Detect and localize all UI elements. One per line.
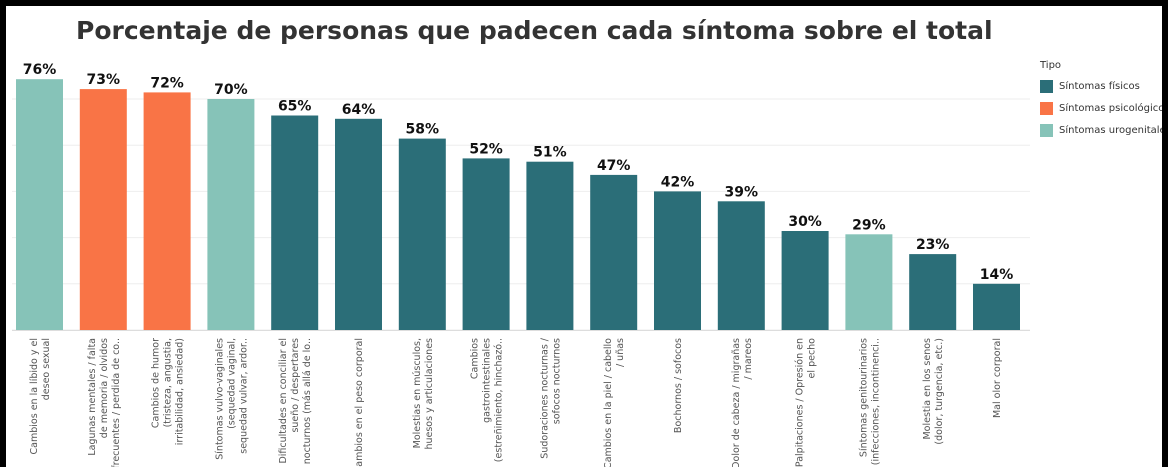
data-label: 52% xyxy=(469,141,503,157)
x-tick-label-line: (estreñimiento, hinchazó.. xyxy=(494,338,505,462)
legend-swatch-urogenitales xyxy=(1040,123,1053,137)
data-label: 23% xyxy=(916,237,950,253)
data-label: 70% xyxy=(214,82,248,98)
x-tick-label: Dolor de cabeza / migrañas/ mareos xyxy=(731,338,754,467)
x-tick-label-line: (tristeza, angustia, xyxy=(163,338,174,427)
x-tick-label-line: Lagunas mentales / falta xyxy=(87,338,98,456)
x-tick-label: Sudoraciones nocturnas /sofocos nocturno… xyxy=(539,337,562,458)
x-tick-label-line: (sequedad vaginal, xyxy=(226,338,237,429)
bar[interactable] xyxy=(973,283,1020,330)
bar[interactable] xyxy=(16,79,63,330)
x-tick-label: Palpitaciones / Opresión enel pecho xyxy=(795,338,818,467)
bar[interactable] xyxy=(79,89,127,330)
bar-chart: 76% 73% 72% 70% 65% 64% 58% 52% 51% 47% 42% 39% 30% 2… xyxy=(12,62,1030,467)
data-label: 64% xyxy=(342,102,376,118)
x-tick-label: Mal olor corporal xyxy=(992,338,1003,418)
x-tick-label: Molestia en los senos(dolor, turgencia, … xyxy=(922,338,945,445)
x-tick-label-line: Síntomas vulvo-vaginales xyxy=(214,338,225,460)
x-tick-label-line: Mal olor corporal xyxy=(992,338,1003,418)
data-labels: 76% 73% 72% 70% 65% 64% 58% 52% 51% 47% 42% 39% 30% 2… xyxy=(23,62,1014,283)
x-tick-labels: Cambios en la líbido y eldeseo sexual Lag… xyxy=(29,337,1003,467)
legend-label-psicologicos: Síntomas psicológicos xyxy=(1059,102,1168,114)
legend-label-fisicos: Síntomas físicos xyxy=(1059,80,1140,92)
data-label: 47% xyxy=(597,158,631,174)
legend: Tipo Síntomas físicos Síntomas psicológi… xyxy=(1040,60,1168,141)
x-tick-label-line: Cambios xyxy=(470,338,481,379)
x-tick-label-line: deseo sexual xyxy=(41,338,52,400)
bar[interactable] xyxy=(590,174,638,330)
legend-swatch-fisicos xyxy=(1040,79,1053,93)
data-label: 14% xyxy=(980,267,1014,283)
x-tick-label: Síntomas genitourinarios(infecciones, in… xyxy=(858,338,881,465)
bar[interactable] xyxy=(207,99,255,330)
bar[interactable] xyxy=(654,191,701,330)
data-label: 29% xyxy=(852,217,886,233)
x-tick-label-line: Palpitaciones / Opresión en xyxy=(795,338,806,467)
data-label: 73% xyxy=(87,72,121,88)
legend-item-urogenitales[interactable]: Síntomas urogenitales xyxy=(1040,119,1168,141)
legend-label-urogenitales: Síntomas urogenitales xyxy=(1059,124,1168,136)
bar[interactable] xyxy=(526,161,574,330)
x-tick-label-line: sueño / despertares xyxy=(290,338,301,433)
x-tick-label-line: / mareos xyxy=(743,338,754,380)
x-tick-label-line: gastrointestinales xyxy=(482,338,493,423)
bar[interactable] xyxy=(781,231,829,330)
x-tick-label: Síntomas vulvo-vaginales(sequedad vagina… xyxy=(214,338,249,460)
x-tick-label-line: frecuentes / perdida de co.. xyxy=(111,338,122,467)
x-tick-label: Cambios en el peso corporal xyxy=(354,338,365,467)
x-tick-label-line: Dificultades en conciliar el xyxy=(278,338,289,464)
bar[interactable] xyxy=(909,254,957,330)
bar[interactable] xyxy=(845,234,893,330)
legend-swatch-psicologicos xyxy=(1040,101,1053,115)
legend-title: Tipo xyxy=(1040,60,1062,71)
data-label: 39% xyxy=(725,184,759,200)
x-tick-label-line: Cambios en el peso corporal xyxy=(354,338,365,467)
x-tick-label: Cambios en la líbido y eldeseo sexual xyxy=(29,338,52,454)
x-tick-label: Lagunas mentales / faltade memoria / olv… xyxy=(87,338,122,467)
x-tick-label-line: Cambios de humor xyxy=(151,338,162,428)
x-tick-label-line: / uñas xyxy=(615,338,626,367)
data-label: 72% xyxy=(150,75,184,91)
x-tick-label: Molestias en músculos,huesos y articulac… xyxy=(412,338,435,450)
x-tick-label: Dificultades en conciliar elsueño / desp… xyxy=(278,338,313,464)
x-tick-label: Cambios de humor(tristeza, angustia,irri… xyxy=(151,338,186,445)
x-tick-label: Bochornos / sofocos xyxy=(673,338,684,433)
x-tick-label-line: Cambios en la piel / cabello xyxy=(603,338,614,467)
x-tick-label-line: Molestias en músculos, xyxy=(412,338,423,448)
x-tick-label-line: Sudoraciones nocturnas / xyxy=(539,337,550,458)
x-tick-label-line: Bochornos / sofocos xyxy=(673,338,684,433)
data-label: 76% xyxy=(23,62,57,78)
x-tick-label-line: sofocos nocturnos xyxy=(551,338,562,424)
x-tick-label-line: el pecho xyxy=(807,338,818,379)
x-tick-label-line: (dolor, turgencia, etc.) xyxy=(934,338,945,445)
x-tick-label-line: (infecciones, incontinenci.. xyxy=(870,338,881,465)
bar[interactable] xyxy=(335,118,382,330)
x-tick-label-line: de memoria / olvidos xyxy=(99,338,110,438)
data-label: 65% xyxy=(278,99,312,115)
x-tick-label: Cambiosgastrointestinales(estreñimiento,… xyxy=(470,338,505,462)
legend-item-psicologicos[interactable]: Síntomas psicológicos xyxy=(1040,97,1168,119)
bar[interactable] xyxy=(143,92,191,331)
data-label: 58% xyxy=(406,122,440,138)
x-tick-label-line: Molestia en los senos xyxy=(922,338,933,440)
bar[interactable] xyxy=(398,138,446,330)
bar[interactable] xyxy=(717,201,765,330)
bar[interactable] xyxy=(462,158,510,330)
x-tick-label-line: irritabilidad, ansiedad) xyxy=(175,338,186,445)
data-label: 51% xyxy=(533,145,567,161)
chart-title: Porcentaje de personas que padecen cada … xyxy=(76,16,993,45)
x-tick-label-line: nocturnos (más allá de lo.. xyxy=(302,338,313,464)
bars xyxy=(16,79,1020,331)
x-tick-label-line: sequedad vulvar, ardor.. xyxy=(238,338,249,454)
x-tick-label-line: Cambios en la líbido y el xyxy=(29,338,40,454)
data-label: 42% xyxy=(661,174,695,190)
x-tick-label: Cambios en la piel / cabello/ uñas xyxy=(603,338,626,467)
x-tick-label-line: huesos y articulaciones xyxy=(424,338,435,450)
bar[interactable] xyxy=(271,115,319,331)
x-tick-label-line: Síntomas genitourinarios xyxy=(858,338,869,457)
data-label: 30% xyxy=(788,214,822,230)
x-tick-label-line: Dolor de cabeza / migrañas xyxy=(731,338,742,467)
legend-item-fisicos[interactable]: Síntomas físicos xyxy=(1040,75,1162,97)
